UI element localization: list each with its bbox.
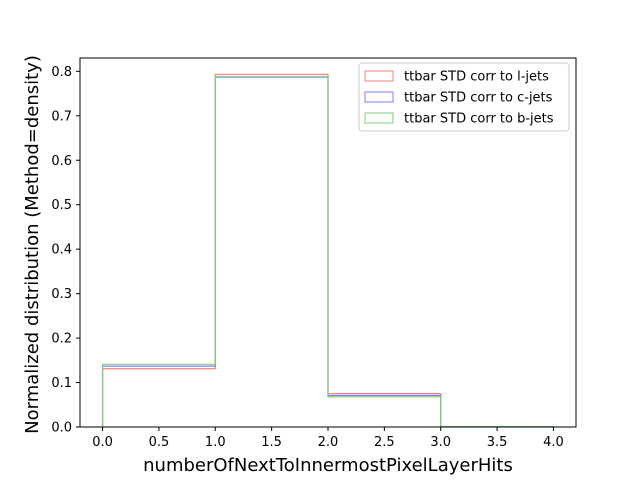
legend-swatch [364,70,394,82]
x-tick-label: 1.0 [205,435,226,450]
x-tick-label: 2.0 [318,435,339,450]
x-tick-label: 4.0 [543,435,564,450]
x-tick-label: 3.0 [430,435,451,450]
x-tick-label: 0.5 [149,435,170,450]
y-tick-label: 0.5 [51,198,72,213]
legend-label: ttbar STD corr to c-jets [404,91,553,106]
y-tick-label: 0.1 [51,376,72,391]
y-axis-ticks: 0.0 0.1 0.2 0.3 0.4 0.5 0.6 0.7 0.8 [51,65,80,436]
x-tick-label: 0.0 [92,435,113,450]
legend-box [358,62,570,132]
legend-swatch [364,112,394,124]
x-axis-ticks: 0.0 0.5 1.0 1.5 2.0 2.5 3.0 3.5 4.0 [92,427,564,450]
legend: ttbar STD corr to l-jets ttbar STD corr t… [358,62,570,132]
y-tick-label: 0.3 [51,287,72,302]
x-tick-label: 3.5 [487,435,508,450]
y-tick-label: 0.2 [51,332,72,347]
axes-frame [79,57,577,428]
legend-label: ttbar STD corr to b-jets [404,112,554,127]
legend-label: ttbar STD corr to l-jets [404,70,549,85]
legend-swatch [364,91,394,103]
x-tick-label: 1.5 [261,435,282,450]
y-tick-label: 0.6 [51,154,72,169]
y-tick-label: 0.0 [51,421,72,436]
x-tick-label: 2.5 [374,435,395,450]
y-tick-label: 0.7 [51,109,72,124]
y-axis-title: Normalized distribution (Method=density) [22,55,43,434]
y-tick-label: 0.8 [51,65,72,80]
y-tick-label: 0.4 [51,243,72,258]
x-axis-title: numberOfNextToInnermostPixelLayerHits [143,455,513,476]
